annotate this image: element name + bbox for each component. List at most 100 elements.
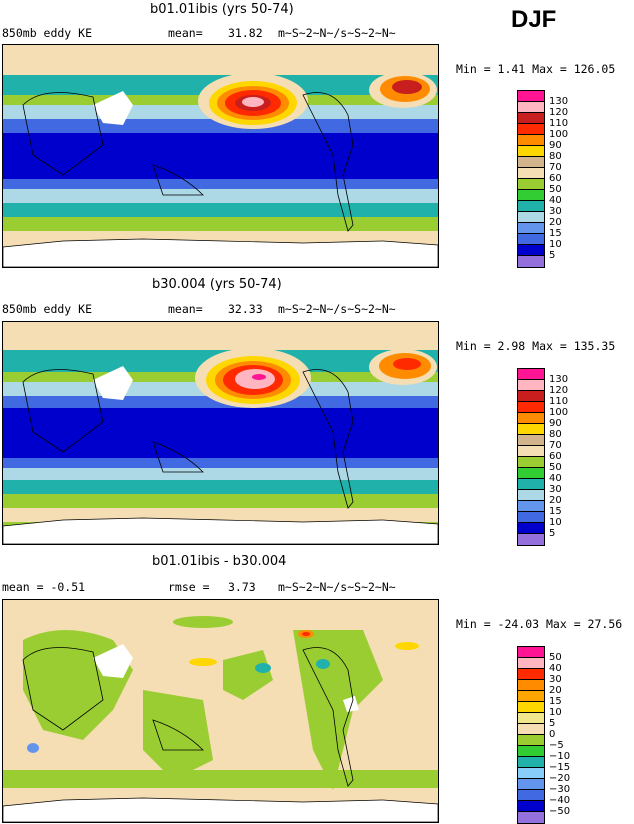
p2-swatch-0 xyxy=(518,369,544,380)
p1-swatch-0 xyxy=(518,91,544,102)
p2-swatch-3 xyxy=(518,402,544,413)
p1-label-10: 30 xyxy=(549,206,562,217)
p1-swatch-1 xyxy=(518,102,544,113)
panel3-left-label: mean = -0.51 xyxy=(2,580,86,594)
panel1-stat-label: mean= xyxy=(168,26,203,40)
p2-swatch-9 xyxy=(518,468,544,479)
p2-swatch-15 xyxy=(518,534,544,545)
p2-swatch-13 xyxy=(518,512,544,523)
panel2-range: Min = 2.98 Max = 135.35 xyxy=(456,339,616,353)
panel3-range: Min = -24.03 Max = 27.56 xyxy=(456,617,623,631)
p1-label-12: 15 xyxy=(549,228,562,239)
p1-swatch-9 xyxy=(518,190,544,201)
p2-label-1: 120 xyxy=(549,385,569,396)
p2-swatch-11 xyxy=(518,490,544,501)
p1-label-9: 40 xyxy=(549,195,562,206)
p1-label-4: 90 xyxy=(549,140,562,151)
p3-swatch-1 xyxy=(518,658,544,669)
panel3-map-svg xyxy=(3,600,438,822)
p2-swatch-10 xyxy=(518,479,544,490)
panel3-stat-label: rmse = xyxy=(168,580,210,594)
p1-label-13: 10 xyxy=(549,239,562,250)
p1-label-6: 70 xyxy=(549,162,562,173)
p3-label-3: 20 xyxy=(549,685,562,696)
p2-label-10: 30 xyxy=(549,484,562,495)
panel2-left-label: 850mb eddy KE xyxy=(2,302,93,316)
panel3-units: m~S~2~N~/s~S~2~N~ xyxy=(278,580,396,594)
p1-swatch-2 xyxy=(518,113,544,124)
p1-swatch-14 xyxy=(518,245,544,256)
p3-swatch-13 xyxy=(518,790,544,801)
p3-label-12: −30 xyxy=(549,784,571,795)
p2-swatch-14 xyxy=(518,523,544,534)
p2-label-13: 10 xyxy=(549,517,562,528)
p3-label-0: 50 xyxy=(549,652,562,663)
p1-label-14: 5 xyxy=(549,250,556,261)
p1-swatch-5 xyxy=(518,146,544,157)
p1-swatch-8 xyxy=(518,179,544,190)
p3-label-14: −50 xyxy=(549,806,571,817)
panel3-colorbar xyxy=(517,646,545,824)
p2-label-7: 60 xyxy=(549,451,562,462)
p3-label-6: 5 xyxy=(549,718,556,729)
panel3-title: b01.01ibis - b30.004 xyxy=(152,554,287,569)
panel2-legend-labels: 130 120 110 100 90 80 70 60 50 40 30 20 15 10 5 xyxy=(549,374,568,539)
p2-swatch-1 xyxy=(518,380,544,391)
panel1-legend-labels: 130 120 110 100 90 80 70 60 50 40 30 20 15 10 5 xyxy=(549,96,568,261)
p2-swatch-7 xyxy=(518,446,544,457)
panel3-map xyxy=(2,599,439,823)
p3-label-5: 10 xyxy=(549,707,562,718)
p3-label-10: −15 xyxy=(549,762,571,773)
p2-label-0: 130 xyxy=(549,374,569,385)
panel2-map xyxy=(2,321,439,545)
p1-label-2: 110 xyxy=(549,118,569,129)
p3-swatch-3 xyxy=(518,680,544,691)
p1-label-7: 60 xyxy=(549,173,562,184)
p2-label-5: 80 xyxy=(549,429,562,440)
p1-swatch-3 xyxy=(518,124,544,135)
p3-swatch-8 xyxy=(518,735,544,746)
p3-swatch-14 xyxy=(518,801,544,812)
p1-swatch-15 xyxy=(518,256,544,267)
p1-label-5: 80 xyxy=(549,151,562,162)
p3-swatch-9 xyxy=(518,746,544,757)
p1-swatch-7 xyxy=(518,168,544,179)
p1-swatch-13 xyxy=(518,234,544,245)
panel3-stat-value: 3.73 xyxy=(228,580,256,594)
panel2-stat-value: 32.33 xyxy=(228,302,263,316)
panel1-range: Min = 1.41 Max = 126.05 xyxy=(456,62,616,76)
p2-label-12: 15 xyxy=(549,506,562,517)
p1-swatch-10 xyxy=(518,201,544,212)
p3-swatch-10 xyxy=(518,757,544,768)
p2-label-8: 50 xyxy=(549,462,562,473)
panel2-colorbar xyxy=(517,368,545,546)
p3-label-4: 15 xyxy=(549,696,562,707)
panel2-stat-label: mean= xyxy=(168,302,203,316)
p1-swatch-12 xyxy=(518,223,544,234)
panel1-map xyxy=(2,44,439,268)
panel1-stat-value: 31.82 xyxy=(228,26,263,40)
p1-label-11: 20 xyxy=(549,217,562,228)
p2-swatch-2 xyxy=(518,391,544,402)
p1-swatch-6 xyxy=(518,157,544,168)
panel3-legend-labels: 50 40 30 20 15 10 5 0 −5 −10 −15 −20 −30 −40 −50 xyxy=(549,652,570,817)
p3-label-9: −10 xyxy=(549,751,571,762)
p3-label-13: −40 xyxy=(549,795,571,806)
p3-label-7: 0 xyxy=(549,729,556,740)
panel1-left-label: 850mb eddy KE xyxy=(2,26,93,40)
p3-swatch-4 xyxy=(518,691,544,702)
panel1-map-svg xyxy=(3,45,438,267)
p3-swatch-15 xyxy=(518,812,544,823)
p1-label-0: 130 xyxy=(549,96,569,107)
p1-label-3: 100 xyxy=(549,129,569,140)
panel1-title: b01.01ibis (yrs 50-74) xyxy=(150,2,294,17)
panel1-colorbar xyxy=(517,90,545,268)
panel2-map-svg xyxy=(3,322,438,544)
p2-label-9: 40 xyxy=(549,473,562,484)
p3-label-1: 40 xyxy=(549,663,562,674)
p3-swatch-7 xyxy=(518,724,544,735)
p3-swatch-2 xyxy=(518,669,544,680)
p2-label-3: 100 xyxy=(549,407,569,418)
p3-label-11: −20 xyxy=(549,773,571,784)
p1-swatch-11 xyxy=(518,212,544,223)
